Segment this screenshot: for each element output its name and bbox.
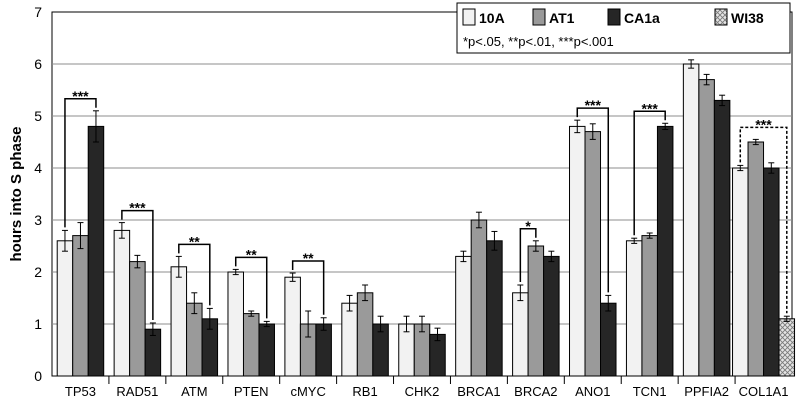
- significance-bracket: [291, 260, 325, 315]
- bar: [641, 235, 658, 377]
- significance-annotations: ********** ****** ******: [64, 88, 788, 320]
- bar: [569, 125, 586, 377]
- bar: [227, 271, 244, 377]
- x-tick-label: RB1: [352, 384, 377, 399]
- bar: [747, 141, 765, 377]
- x-tick-label: BRCA2: [514, 384, 557, 399]
- x-tick-label: TP53: [65, 384, 96, 399]
- bar: [625, 240, 643, 377]
- legend-label: AT1: [549, 10, 575, 26]
- significance-label: *: [525, 218, 531, 234]
- bar: [713, 99, 731, 377]
- bar: [144, 328, 162, 377]
- bar: [284, 276, 301, 377]
- x-tick-label: PTEN: [234, 384, 269, 399]
- legend-label: CA1a: [624, 10, 660, 26]
- bar: [600, 302, 617, 377]
- significance-bracket: [633, 110, 666, 236]
- y-tick-label: 5: [34, 108, 42, 124]
- bar: [656, 125, 674, 377]
- y-axis-ticks: 0 1 2 3 4 5 6 7: [34, 4, 42, 384]
- y-tick-label: 2: [34, 264, 42, 280]
- significance-note: *p<.05, **p<.01, ***p<.001: [463, 34, 614, 49]
- x-tick-label: COL1A1: [739, 384, 789, 399]
- bar: [584, 131, 602, 377]
- bar: [543, 255, 560, 377]
- x-tick-label: CHK2: [405, 384, 440, 399]
- bar: [315, 323, 332, 377]
- x-tick-label: cMYC: [290, 384, 325, 399]
- bar: [470, 219, 488, 377]
- bar: [87, 125, 105, 377]
- bar: [170, 266, 188, 377]
- significance-bracket: [234, 256, 268, 319]
- bar: [129, 261, 146, 377]
- legend-swatch: [714, 8, 728, 26]
- significance-label: ***: [129, 200, 146, 216]
- significance-bracket: [64, 98, 97, 228]
- y-tick-label: 0: [34, 368, 42, 384]
- bar: [186, 302, 203, 377]
- x-tick-label: ATM: [181, 384, 207, 399]
- bar: [242, 313, 260, 377]
- significance-bracket: [576, 107, 610, 293]
- bar: [341, 302, 358, 377]
- bar: [72, 235, 89, 377]
- significance-label: ***: [72, 88, 89, 104]
- bar: [455, 255, 472, 377]
- bar: [778, 318, 796, 377]
- bar: [527, 245, 545, 377]
- significance-label: **: [189, 233, 200, 249]
- legend-swatch: [462, 8, 476, 26]
- x-tick-label: RAD51: [116, 384, 158, 399]
- significance-label: **: [303, 250, 314, 266]
- legend-box: [456, 2, 791, 54]
- y-tick-label: 3: [34, 212, 42, 228]
- x-tick-label: BRCA1: [457, 384, 500, 399]
- bar: [258, 323, 275, 377]
- legend-swatch: [607, 8, 621, 26]
- x-axis-categories: TP53 RAD51 ATM PTEN cMYC RB1 CHK2 BRCA1 BRCA2 ANO…: [65, 376, 789, 399]
- bar: [763, 167, 780, 377]
- y-tick-label: 6: [34, 56, 42, 72]
- significance-label: ***: [755, 116, 772, 132]
- bars: [56, 59, 796, 377]
- legend-label: WI38: [731, 10, 764, 26]
- bar: [356, 292, 374, 377]
- significance-label: ***: [642, 100, 659, 116]
- y-tick-label: 4: [34, 160, 42, 176]
- legend: 10A AT1 CA1a WI38 *p<.05, **p<.01, ***p<.001: [456, 2, 791, 54]
- x-tick-label: ANO1: [575, 384, 610, 399]
- bar: [56, 240, 74, 377]
- significance-bracket: [519, 228, 537, 282]
- bar: [113, 229, 131, 377]
- bar: [512, 292, 529, 377]
- bar: [486, 240, 503, 377]
- significance-bracket: [739, 126, 788, 314]
- y-tick-label: 7: [34, 4, 42, 20]
- legend-label: 10A: [479, 10, 505, 26]
- y-axis-label: hours into S phase: [8, 126, 25, 261]
- x-tick-label: TCN1: [633, 384, 667, 399]
- legend-swatch: [532, 8, 546, 26]
- bar: [732, 167, 749, 377]
- bar: [698, 79, 715, 377]
- x-tick-label: PPFIA2: [684, 384, 729, 399]
- significance-bracket: [121, 209, 154, 320]
- y-tick-label: 1: [34, 316, 42, 332]
- significance-bracket: [178, 243, 211, 306]
- significance-label: **: [246, 246, 257, 262]
- significance-label: ***: [585, 97, 602, 113]
- bar: [682, 63, 700, 377]
